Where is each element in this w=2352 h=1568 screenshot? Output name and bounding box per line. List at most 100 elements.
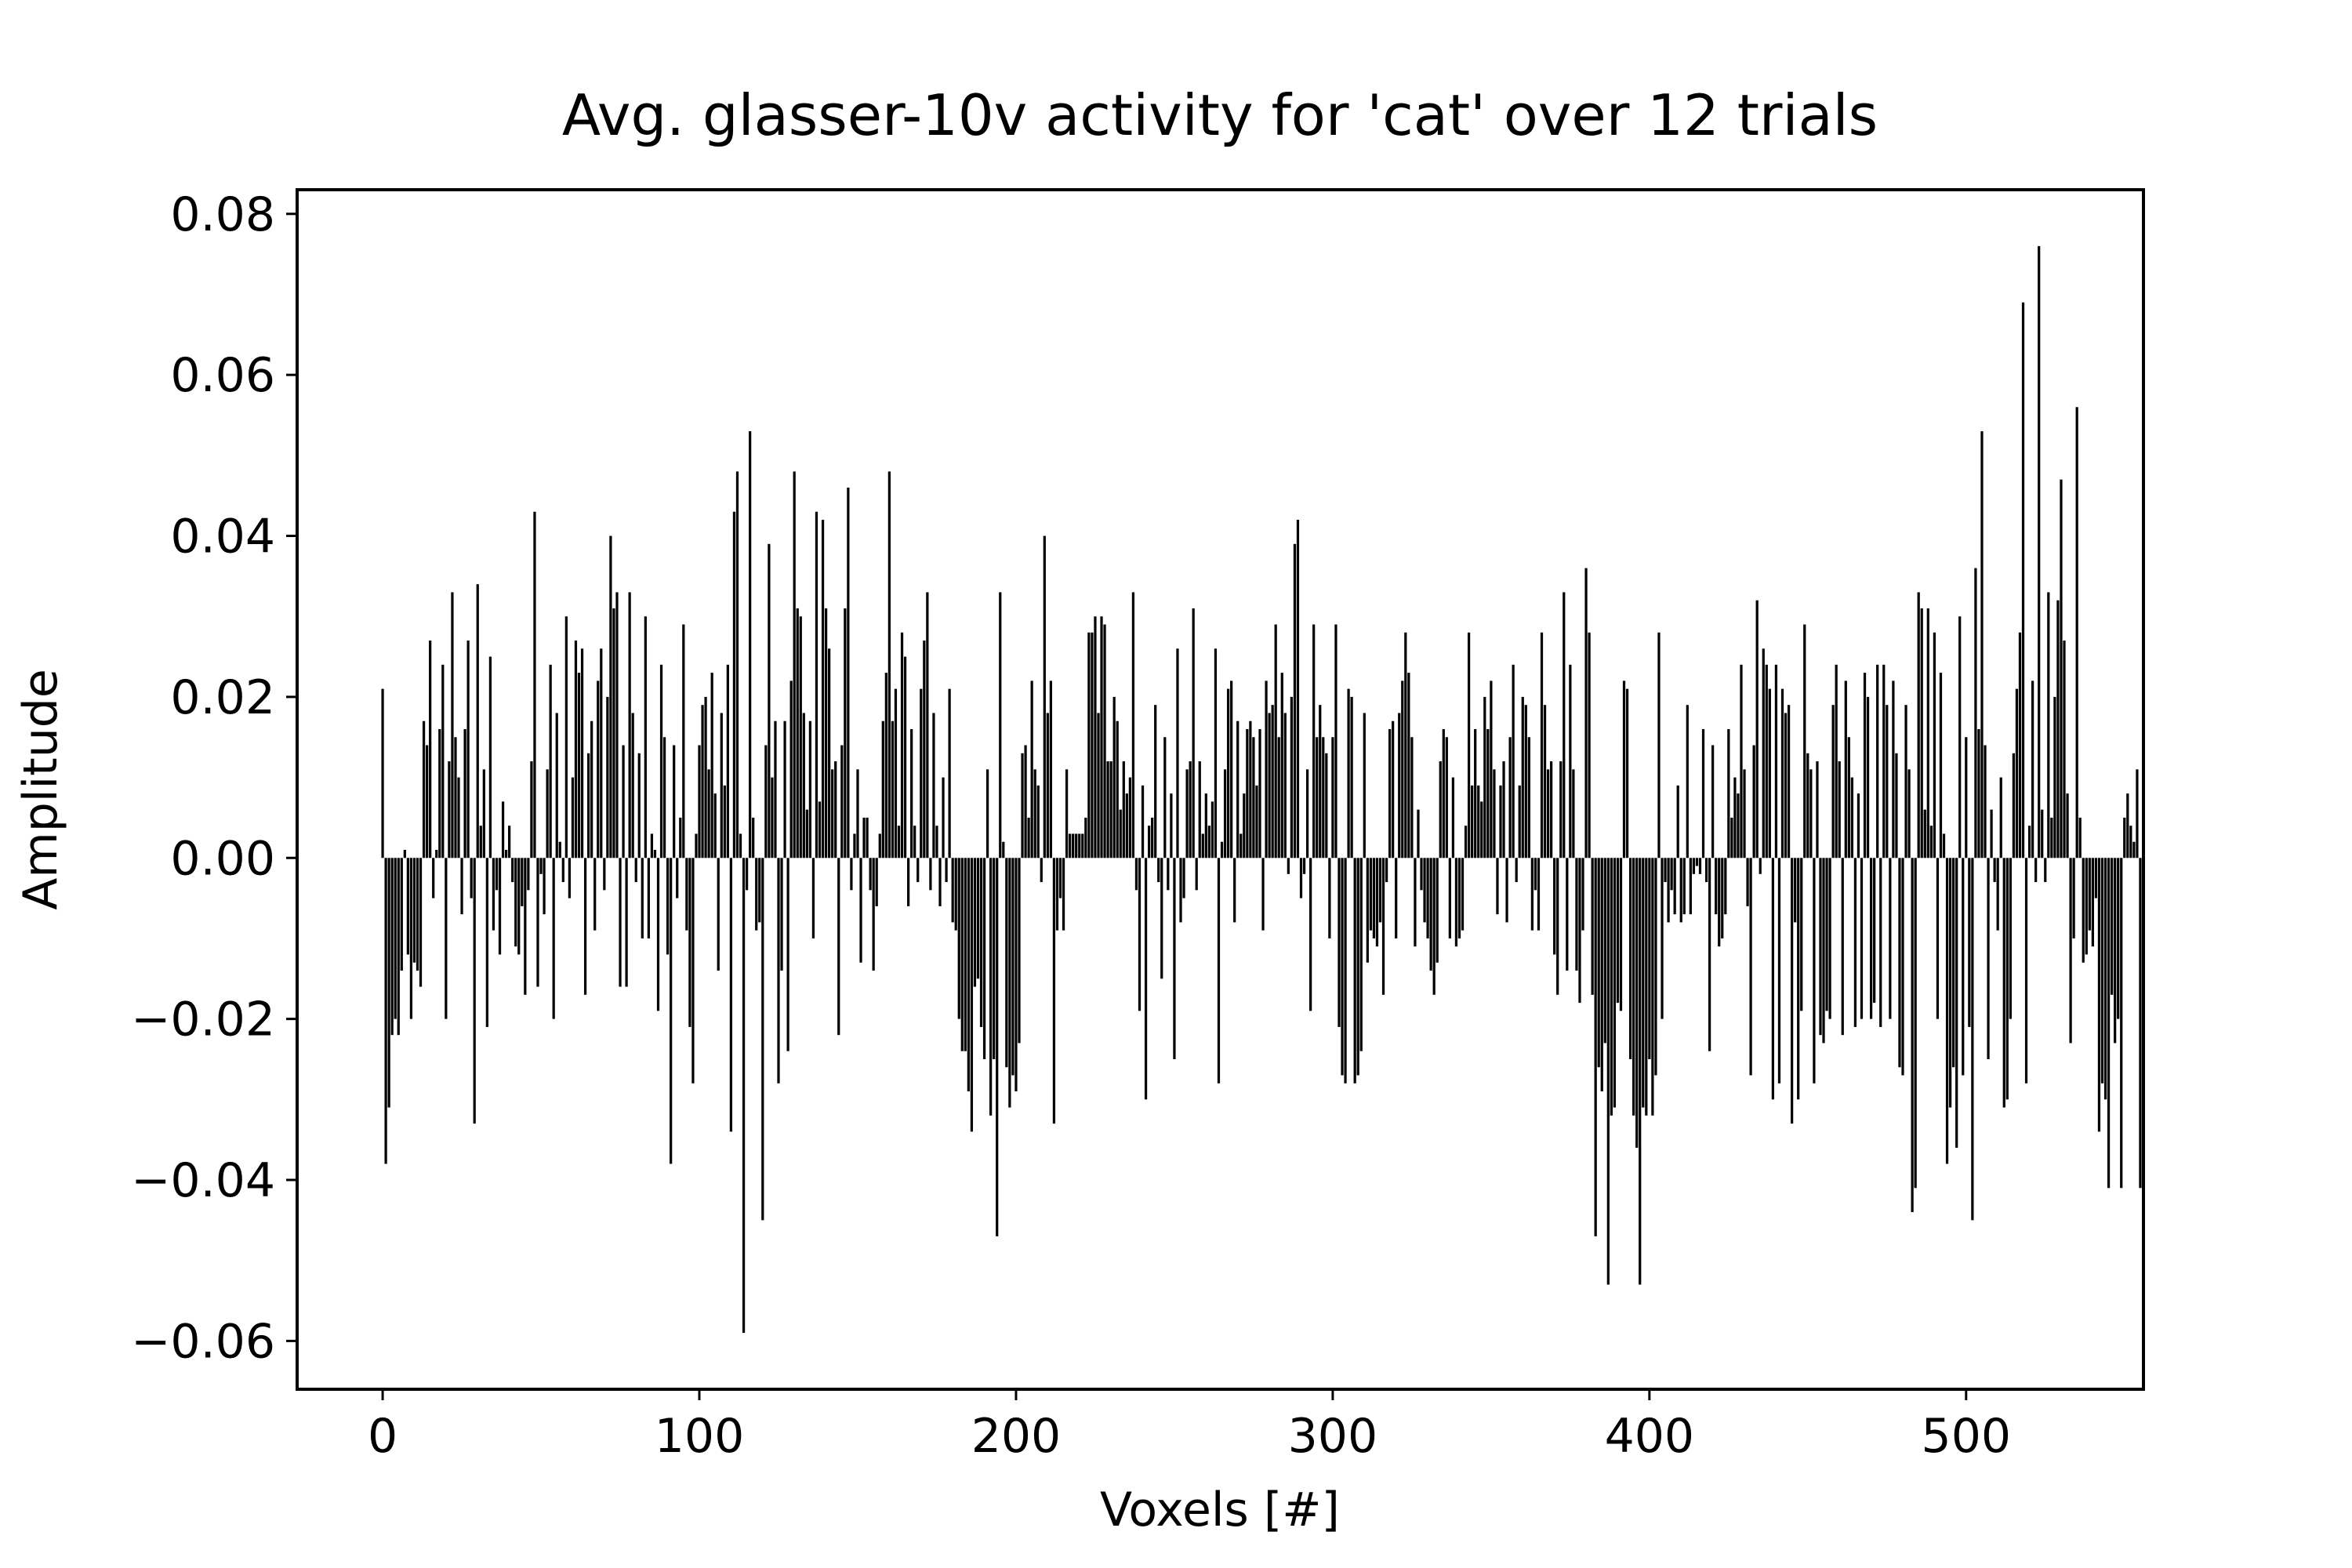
- bar: [1442, 728, 1445, 858]
- bar: [1122, 761, 1125, 858]
- bar: [521, 858, 524, 906]
- bar: [1451, 777, 1455, 858]
- bar: [1119, 809, 1122, 858]
- bar: [996, 858, 999, 1236]
- bar: [894, 688, 898, 858]
- bar: [1895, 753, 1898, 858]
- bar: [397, 858, 400, 1036]
- bar-series: [381, 245, 2142, 1334]
- bar: [1841, 858, 1844, 1036]
- bar: [676, 858, 679, 898]
- bar: [1825, 858, 1828, 1011]
- bar: [426, 745, 429, 858]
- bar: [982, 858, 986, 1059]
- bar: [1081, 833, 1084, 858]
- bar: [1414, 858, 1417, 947]
- bar: [872, 858, 875, 971]
- bar: [628, 592, 631, 858]
- bar: [704, 696, 707, 858]
- bar: [847, 487, 850, 858]
- bar: [891, 720, 895, 858]
- y-tick-label: 0.00: [170, 831, 275, 886]
- bar: [1350, 696, 1353, 858]
- bar: [1097, 713, 1100, 858]
- bar: [2103, 858, 2107, 1100]
- bar: [381, 688, 384, 858]
- bar: [1613, 858, 1617, 1108]
- bar: [2063, 641, 2066, 858]
- bar: [735, 471, 739, 858]
- chart-title: Avg. glasser-10v activity for 'cat' over…: [562, 82, 1878, 148]
- bar: [1901, 858, 1904, 1076]
- bar: [555, 713, 558, 858]
- bar: [571, 777, 575, 858]
- bar: [1987, 858, 1990, 1059]
- bar: [853, 833, 856, 858]
- bar: [869, 858, 872, 891]
- bar: [1372, 858, 1376, 938]
- bar: [1392, 720, 1395, 858]
- bar: [609, 535, 612, 858]
- bar: [802, 713, 805, 858]
- bar: [432, 858, 435, 898]
- bar: [1850, 777, 1853, 858]
- bar: [2066, 793, 2069, 858]
- bar: [1246, 728, 1249, 858]
- bar: [1359, 858, 1363, 1051]
- bar: [688, 858, 691, 1027]
- bar: [1679, 858, 1682, 923]
- bar: [777, 858, 780, 1083]
- bar: [1176, 648, 1179, 858]
- bar: [1331, 737, 1334, 858]
- bar: [1258, 728, 1261, 858]
- bar: [429, 641, 432, 858]
- bar: [840, 745, 844, 858]
- bar: [1309, 858, 1312, 1011]
- bar: [2075, 407, 2078, 858]
- bar: [2069, 858, 2072, 1044]
- bar: [1499, 785, 1502, 858]
- bar: [662, 737, 666, 858]
- bar: [831, 769, 834, 858]
- bar: [1628, 858, 1632, 1059]
- bar: [903, 656, 907, 858]
- y-tick-label: 0.08: [170, 187, 275, 242]
- bar: [653, 850, 657, 858]
- bar: [1512, 664, 1515, 858]
- bar: [1689, 858, 1692, 915]
- bar: [1157, 858, 1160, 883]
- bar: [960, 858, 964, 1051]
- bar: [606, 696, 609, 858]
- bar: [1417, 809, 1420, 858]
- bar: [1898, 858, 1901, 1068]
- bar: [590, 720, 593, 858]
- bar: [1325, 753, 1328, 858]
- bar: [2117, 858, 2120, 1019]
- bar: [1461, 858, 1465, 931]
- bar: [524, 858, 527, 995]
- bar: [1024, 745, 1027, 858]
- bar: [1293, 543, 1297, 858]
- bar: [1353, 858, 1356, 1083]
- bar: [1404, 632, 1407, 858]
- bar: [1457, 858, 1461, 938]
- bar: [593, 858, 597, 931]
- bar: [2123, 817, 2126, 858]
- bar: [723, 785, 726, 858]
- bar: [2114, 858, 2117, 1044]
- bar: [1926, 608, 1929, 858]
- bar: [1610, 858, 1613, 1116]
- bar: [451, 592, 454, 858]
- bar: [1882, 664, 1886, 858]
- bar: [1445, 737, 1448, 858]
- bar: [536, 858, 539, 987]
- bar: [1483, 696, 1486, 858]
- bar: [1819, 858, 1822, 1036]
- bar: [1809, 769, 1813, 858]
- bar: [1496, 858, 1499, 915]
- bar: [1530, 858, 1534, 931]
- bar: [673, 745, 676, 858]
- bar: [1363, 713, 1366, 858]
- bar: [2126, 793, 2129, 858]
